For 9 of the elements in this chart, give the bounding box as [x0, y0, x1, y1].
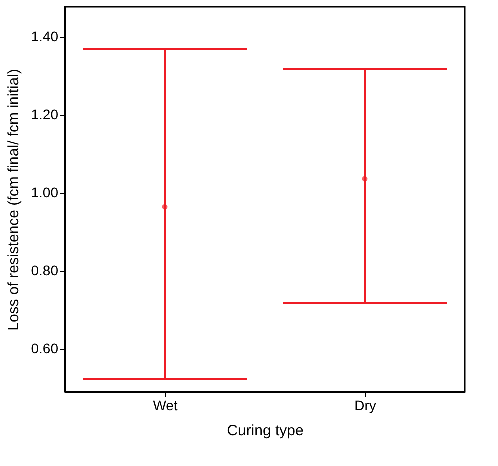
- x-tick-label: Dry: [354, 398, 376, 414]
- y-tick-label: 1.20: [31, 106, 59, 123]
- y-axis-title: Loss of resistence (fcm final/ fcm initial): [5, 69, 22, 331]
- y-tick-label: 1.00: [31, 184, 59, 201]
- y-tick-label: 0.60: [31, 340, 59, 357]
- x-tick-label: Wet: [153, 398, 178, 414]
- y-tick-label: 0.80: [31, 262, 59, 279]
- x-axis-title: Curing type: [227, 422, 304, 440]
- y-tick-label: 1.40: [31, 28, 59, 45]
